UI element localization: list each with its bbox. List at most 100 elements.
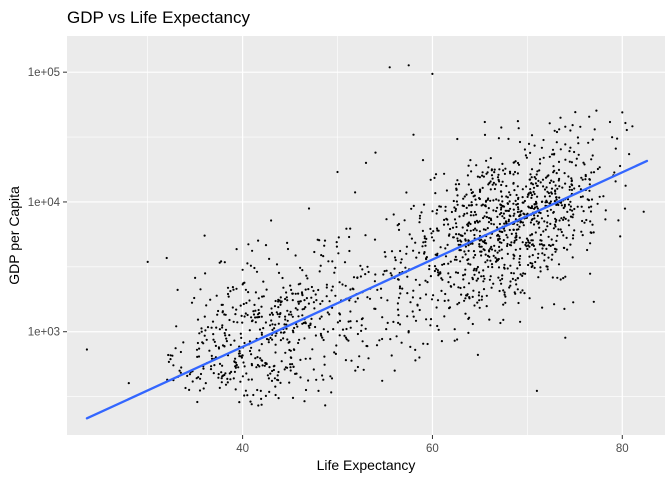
data-point: [347, 339, 350, 342]
data-point: [489, 275, 492, 278]
data-point: [512, 202, 515, 205]
data-point: [536, 170, 539, 173]
data-point: [528, 241, 531, 244]
data-point: [581, 219, 584, 223]
data-point: [482, 228, 485, 231]
data-point: [459, 234, 462, 237]
data-point: [379, 287, 383, 290]
data-point: [460, 293, 463, 296]
data-point: [406, 275, 409, 278]
data-point: [430, 236, 434, 239]
data-point: [259, 357, 262, 360]
data-point: [456, 271, 460, 274]
data-point: [422, 241, 425, 244]
data-point: [252, 313, 256, 316]
data-point: [320, 254, 323, 257]
data-point: [595, 109, 598, 112]
data-point: [538, 169, 541, 172]
data-point: [480, 275, 483, 278]
data-point: [274, 351, 277, 354]
data-point: [300, 291, 304, 294]
data-point: [495, 258, 499, 261]
data-point: [510, 241, 513, 244]
data-point: [364, 273, 367, 276]
data-point: [589, 220, 592, 223]
data-point: [570, 177, 573, 180]
data-point: [487, 249, 491, 252]
data-point: [199, 288, 202, 291]
data-point: [243, 365, 246, 368]
data-point: [221, 310, 224, 313]
data-point: [493, 168, 496, 171]
data-point: [567, 224, 571, 227]
data-point: [498, 237, 501, 240]
data-point: [550, 179, 553, 182]
data-point: [458, 301, 461, 304]
data-point: [238, 350, 241, 353]
data-point: [269, 372, 272, 375]
data-point: [454, 222, 458, 225]
data-point: [361, 268, 364, 271]
data-point: [506, 267, 509, 270]
data-point: [425, 318, 428, 321]
data-point: [571, 256, 574, 259]
data-point: [530, 134, 534, 137]
data-point: [397, 314, 400, 317]
data-point: [304, 288, 307, 291]
data-point: [214, 344, 217, 347]
data-point: [530, 168, 534, 171]
data-point: [362, 368, 365, 371]
data-point: [446, 243, 449, 246]
data-point: [541, 247, 544, 250]
data-point: [462, 197, 465, 200]
data-point: [250, 378, 253, 381]
data-point: [550, 192, 554, 195]
data-point: [395, 335, 398, 338]
data-point: [406, 315, 409, 318]
data-point: [275, 263, 279, 266]
data-point: [515, 283, 518, 286]
data-point: [294, 372, 297, 375]
data-point: [564, 182, 567, 185]
data-point: [518, 225, 521, 228]
data-point: [429, 178, 432, 181]
data-point: [349, 326, 352, 329]
data-point: [497, 257, 500, 261]
data-point: [484, 261, 487, 264]
data-point: [542, 156, 545, 159]
data-point: [469, 222, 472, 226]
data-point: [279, 312, 282, 315]
data-point: [265, 337, 269, 341]
data-point: [465, 193, 468, 196]
data-point: [580, 230, 583, 233]
data-point: [487, 221, 491, 224]
data-point: [398, 323, 402, 326]
data-point: [277, 370, 280, 374]
data-point: [203, 334, 206, 337]
data-point: [381, 379, 384, 382]
data-point: [526, 247, 529, 251]
data-point: [453, 206, 456, 209]
data-point: [598, 166, 601, 169]
data-point: [478, 306, 481, 309]
data-point: [457, 183, 461, 186]
data-point: [355, 320, 358, 323]
data-point: [179, 371, 182, 374]
data-point: [497, 276, 500, 279]
data-point: [562, 246, 566, 249]
data-point: [469, 263, 472, 266]
data-point: [236, 321, 239, 324]
data-point: [336, 321, 339, 324]
data-point: [512, 214, 515, 217]
data-point: [268, 366, 271, 369]
data-point: [195, 348, 199, 351]
data-point: [503, 222, 506, 225]
data-point: [267, 338, 270, 341]
data-point: [507, 220, 510, 223]
data-point: [631, 125, 634, 128]
data-point: [478, 299, 481, 302]
y-tick-label: 1e+04: [28, 197, 61, 209]
data-point: [281, 276, 284, 280]
data-point: [531, 183, 535, 186]
data-point: [508, 228, 511, 232]
